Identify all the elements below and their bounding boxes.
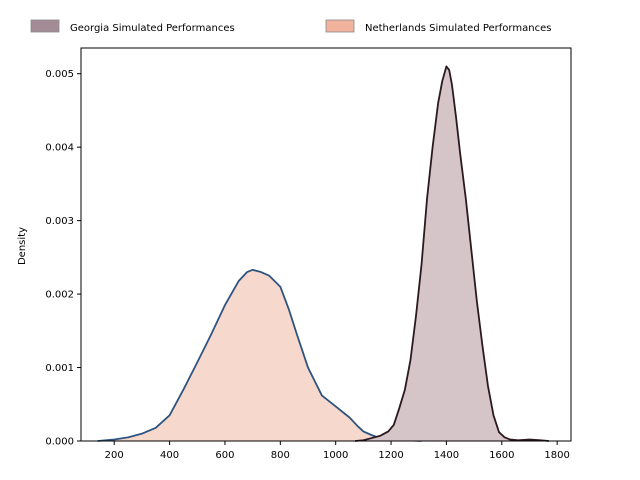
plot-frame: [80, 47, 572, 442]
x-tick-label: 600: [215, 450, 234, 461]
legend-label-georgia: Georgia Simulated Performances: [70, 23, 235, 34]
density-line-netherlands: [97, 268, 422, 442]
y-axis-label: Density: [17, 227, 28, 265]
x-tick-label: 1400: [434, 450, 459, 461]
legend-label-netherlands: Netherlands Simulated Performances: [365, 23, 551, 34]
x-tick-label: 1800: [544, 450, 569, 461]
x-tick-label: 1000: [323, 450, 348, 461]
x-tick-label: 1600: [489, 450, 514, 461]
x-tick-label: 800: [271, 450, 290, 461]
legend-swatch-netherlands: [325, 19, 355, 33]
density-line-georgia: [354, 65, 549, 442]
legend-swatch-georgia: [30, 19, 60, 33]
y-tick-label: 0.002: [45, 290, 74, 301]
y-tick-label: 0.001: [45, 363, 74, 374]
y-tick-label: 0.005: [45, 69, 74, 80]
y-axis: 0.000 0.001 0.002 0.003 0.004 0.005: [45, 69, 81, 448]
density-area-netherlands: [97, 269, 422, 441]
x-axis: 200 400 600 800 1000 1200 1400 1600 1800: [105, 441, 570, 461]
x-tick-label: 400: [160, 450, 179, 461]
plot-area: [97, 65, 549, 442]
legend: Georgia Simulated Performances Netherlan…: [30, 19, 551, 34]
y-tick-label: 0.003: [45, 216, 74, 227]
x-tick-label: 1200: [378, 450, 403, 461]
density-area-georgia: [355, 66, 549, 442]
x-tick-label: 200: [105, 450, 124, 461]
y-tick-label: 0.004: [45, 143, 74, 154]
y-tick-label: 0.000: [45, 437, 74, 448]
